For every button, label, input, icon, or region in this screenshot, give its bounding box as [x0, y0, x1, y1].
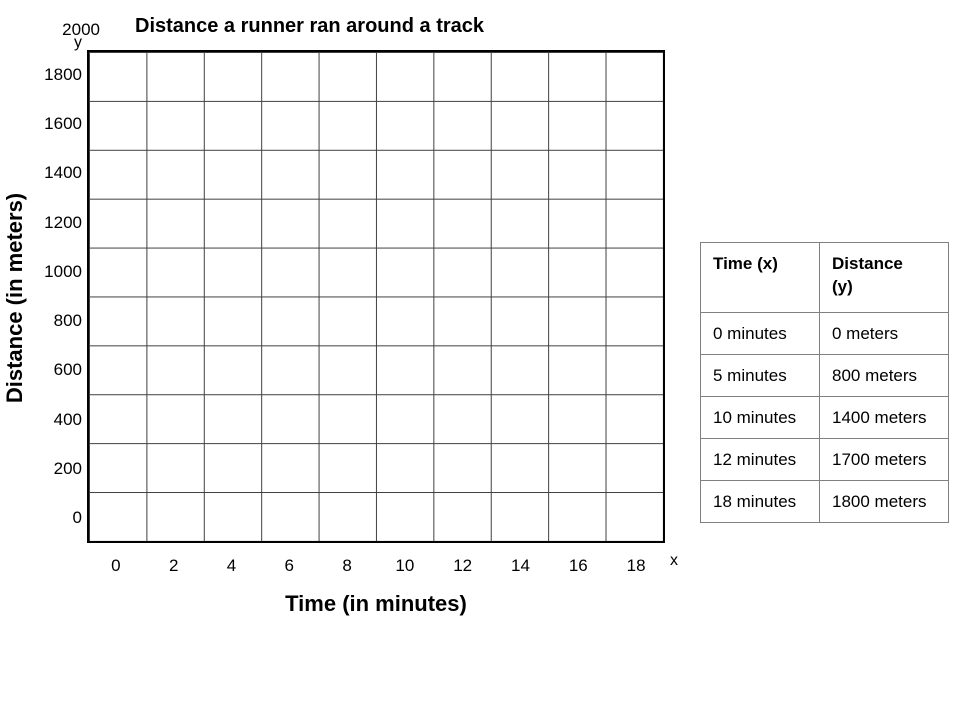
- y-tick-label: 1000: [44, 261, 82, 281]
- x-axis-title: Time (in minutes): [285, 591, 467, 616]
- table-header-time: Time (x): [700, 242, 820, 313]
- table-cell: 12 minutes: [700, 438, 820, 481]
- table-row: 0 minutes 0 meters: [700, 312, 949, 355]
- x-axis-letter: x: [670, 552, 678, 569]
- x-tick-label: 2: [168, 556, 179, 575]
- table-header-row: Time (x) Distance (y): [700, 242, 949, 313]
- y-tick-label: 1800: [44, 64, 82, 84]
- table-cell: 10 minutes: [700, 396, 820, 439]
- x-tick-label: 14: [511, 556, 530, 575]
- x-tick-labels: 0 2 4 6 8 10 12 14 16 18: [87, 556, 665, 578]
- y-axis-max-label: 2000: [62, 20, 100, 39]
- table-row: 18 minutes 1800 meters: [700, 480, 949, 523]
- table-row: 12 minutes 1700 meters: [700, 438, 949, 481]
- x-tick-label: 12: [453, 556, 473, 575]
- y-axis-title: Distance (in meters): [2, 192, 27, 404]
- y-tick-label: 1400: [44, 163, 82, 183]
- table-cell: 800 meters: [819, 354, 949, 397]
- y-tick-label: 400: [53, 409, 82, 429]
- table-cell: 0 meters: [819, 312, 949, 355]
- chart-title: Distance a runner ran around a track: [135, 15, 485, 37]
- table-header-time-label: Time (x): [713, 254, 778, 273]
- y-tick-label: 1600: [44, 113, 82, 133]
- y-tick-label: 600: [53, 360, 82, 380]
- table-body: 0 minutes 0 meters 5 minutes 800 meters 10 m…: [700, 312, 949, 523]
- table-cell: 1800 meters: [819, 480, 949, 523]
- table-header-distance: Distance (y): [819, 242, 949, 313]
- y-axis-letter: y: [74, 34, 82, 51]
- table-row: 10 minutes 1400 meters: [700, 396, 949, 439]
- x-tick-label: 6: [284, 556, 295, 575]
- y-tick-label: 200: [53, 459, 82, 479]
- y-tick-label: 0: [72, 508, 82, 528]
- table-cell: 1400 meters: [819, 396, 949, 439]
- data-table: Time (x) Distance (y) 0 minutes 0 meters 5…: [700, 242, 949, 523]
- table-cell: 5 minutes: [700, 354, 820, 397]
- x-tick-label: 8: [342, 556, 352, 575]
- table-header-distance-label: Distance (y): [832, 254, 903, 296]
- table-cell: 0 minutes: [700, 312, 820, 355]
- table-cell: 18 minutes: [700, 480, 820, 523]
- y-tick-label: 800: [53, 311, 82, 331]
- table-row: 5 minutes 800 meters: [700, 354, 949, 397]
- plot-grid: [87, 50, 665, 543]
- x-tick-label: 10: [395, 556, 415, 575]
- x-tick-label: 18: [626, 556, 646, 575]
- y-tick-label: 1200: [44, 212, 82, 232]
- table-cell: 1700 meters: [819, 438, 949, 481]
- y-tick-labels: 1800 1600 1400 1200 1000 800 600 400 200 0: [0, 50, 82, 543]
- x-tick-label: 4: [226, 556, 237, 575]
- x-tick-label: 16: [568, 556, 588, 575]
- x-tick-label: 0: [111, 556, 121, 575]
